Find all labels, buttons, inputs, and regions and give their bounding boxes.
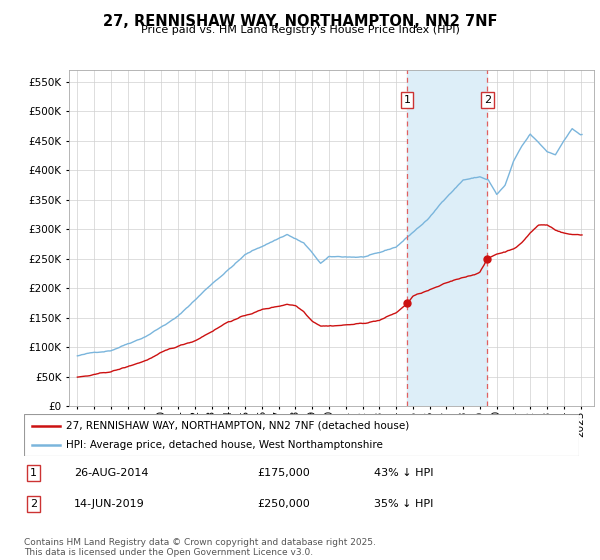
- Text: 26-AUG-2014: 26-AUG-2014: [74, 468, 148, 478]
- Text: 1: 1: [403, 95, 410, 105]
- FancyBboxPatch shape: [24, 414, 579, 456]
- Text: Price paid vs. HM Land Registry's House Price Index (HPI): Price paid vs. HM Land Registry's House …: [140, 25, 460, 35]
- Text: 2: 2: [484, 95, 491, 105]
- Text: 2: 2: [30, 500, 37, 509]
- Text: Contains HM Land Registry data © Crown copyright and database right 2025.
This d: Contains HM Land Registry data © Crown c…: [24, 538, 376, 557]
- Text: 35% ↓ HPI: 35% ↓ HPI: [374, 500, 433, 509]
- Text: 43% ↓ HPI: 43% ↓ HPI: [374, 468, 433, 478]
- Text: 27, RENNISHAW WAY, NORTHAMPTON, NN2 7NF (detached house): 27, RENNISHAW WAY, NORTHAMPTON, NN2 7NF …: [65, 421, 409, 431]
- Text: £250,000: £250,000: [257, 500, 310, 509]
- Text: 14-JUN-2019: 14-JUN-2019: [74, 500, 145, 509]
- Text: 1: 1: [30, 468, 37, 478]
- Text: 27, RENNISHAW WAY, NORTHAMPTON, NN2 7NF: 27, RENNISHAW WAY, NORTHAMPTON, NN2 7NF: [103, 14, 497, 29]
- Text: £175,000: £175,000: [257, 468, 310, 478]
- Text: HPI: Average price, detached house, West Northamptonshire: HPI: Average price, detached house, West…: [65, 440, 383, 450]
- Bar: [407, 70, 487, 406]
